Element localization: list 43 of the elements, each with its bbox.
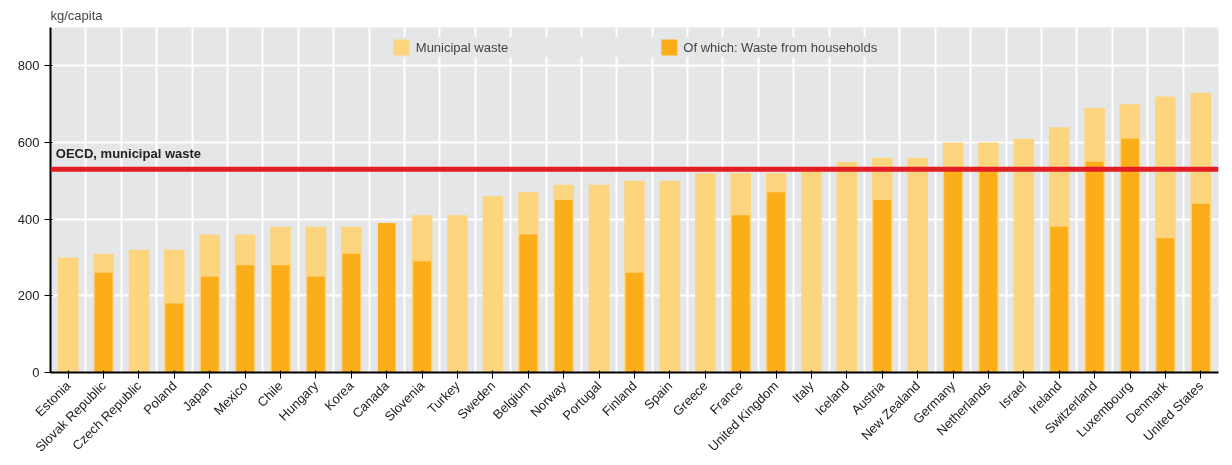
ref-line-label: OECD, municipal waste — [55, 146, 202, 162]
bar — [57, 257, 79, 373]
y-tick-label: 600 — [17, 135, 40, 150]
bar — [1013, 138, 1035, 373]
bar — [907, 157, 928, 373]
bar — [519, 234, 538, 373]
bar — [128, 249, 150, 373]
legend-label: Of which: Waste from households — [683, 39, 878, 55]
legend-label: Municipal waste — [415, 39, 509, 55]
bar — [94, 272, 113, 373]
bar — [767, 192, 785, 373]
bar — [447, 215, 468, 373]
bar — [377, 223, 396, 373]
bar — [307, 276, 325, 373]
bar — [836, 161, 858, 373]
x-tick-label: Italy — [789, 377, 818, 406]
bar — [200, 276, 219, 373]
bar — [588, 184, 610, 373]
bar — [1085, 161, 1104, 373]
bar — [944, 169, 962, 373]
bar — [236, 265, 255, 373]
bar — [413, 261, 431, 373]
bar — [271, 265, 290, 373]
bar — [1050, 226, 1069, 373]
y-tick-label: 0 — [32, 365, 40, 380]
bar — [554, 200, 573, 373]
bar — [731, 215, 750, 373]
bar — [342, 253, 361, 373]
bar — [625, 272, 644, 373]
bar — [979, 169, 998, 373]
bar — [1191, 203, 1210, 373]
bar — [695, 173, 716, 373]
bar — [1156, 238, 1175, 373]
bar — [1121, 138, 1139, 373]
y-tick-label: 200 — [17, 288, 40, 304]
bar — [801, 169, 822, 373]
y-tick-label: 800 — [17, 58, 40, 74]
bar — [165, 303, 184, 373]
y-tick-label: 400 — [17, 211, 40, 227]
bar — [659, 180, 681, 373]
y-axis-title: kg/capita — [50, 7, 104, 23]
bar — [873, 200, 892, 373]
bar — [482, 196, 504, 373]
